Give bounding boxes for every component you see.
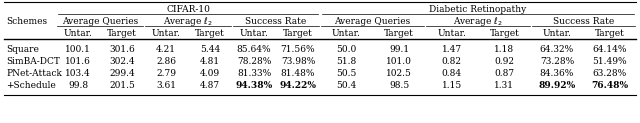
Text: 103.4: 103.4	[65, 69, 91, 78]
Text: 299.4: 299.4	[109, 69, 135, 78]
Text: PNet-Attack: PNet-Attack	[6, 69, 62, 78]
Text: 101.6: 101.6	[65, 57, 91, 67]
Text: Untar.: Untar.	[437, 29, 466, 38]
Text: 50.5: 50.5	[336, 69, 356, 78]
Text: 94.22%: 94.22%	[280, 82, 317, 91]
Text: 85.64%: 85.64%	[237, 46, 271, 54]
Text: 81.33%: 81.33%	[237, 69, 271, 78]
Text: 50.4: 50.4	[336, 82, 356, 91]
Text: 78.28%: 78.28%	[237, 57, 271, 67]
Text: 98.5: 98.5	[389, 82, 409, 91]
Text: 101.0: 101.0	[386, 57, 412, 67]
Text: Target: Target	[595, 29, 625, 38]
Text: 1.31: 1.31	[494, 82, 515, 91]
Text: 5.44: 5.44	[200, 46, 220, 54]
Text: 3.61: 3.61	[156, 82, 176, 91]
Text: Square: Square	[6, 46, 39, 54]
Text: 302.4: 302.4	[109, 57, 135, 67]
Text: 1.18: 1.18	[494, 46, 515, 54]
Text: 73.98%: 73.98%	[281, 57, 315, 67]
Text: 0.84: 0.84	[442, 69, 461, 78]
Text: Average Queries: Average Queries	[335, 16, 411, 25]
Text: Target: Target	[107, 29, 137, 38]
Text: 73.28%: 73.28%	[540, 57, 574, 67]
Text: Average $\ell_2$: Average $\ell_2$	[163, 15, 213, 28]
Text: CIFAR-10: CIFAR-10	[166, 5, 210, 14]
Text: 301.6: 301.6	[109, 46, 135, 54]
Text: Average $\ell_2$: Average $\ell_2$	[453, 15, 503, 28]
Text: Diabetic Retinopathy: Diabetic Retinopathy	[429, 5, 527, 14]
Text: 51.8: 51.8	[336, 57, 356, 67]
Text: 102.5: 102.5	[386, 69, 412, 78]
Text: 0.82: 0.82	[442, 57, 461, 67]
Text: 1.15: 1.15	[442, 82, 462, 91]
Text: 50.0: 50.0	[336, 46, 356, 54]
Text: Schemes: Schemes	[6, 17, 47, 26]
Text: Target: Target	[384, 29, 414, 38]
Text: 63.28%: 63.28%	[593, 69, 627, 78]
Text: Untar.: Untar.	[332, 29, 361, 38]
Text: 64.32%: 64.32%	[540, 46, 574, 54]
Text: 84.36%: 84.36%	[540, 69, 574, 78]
Text: SimBA-DCT: SimBA-DCT	[6, 57, 60, 67]
Text: 4.87: 4.87	[200, 82, 220, 91]
Text: 4.09: 4.09	[200, 69, 220, 78]
Text: Untar.: Untar.	[63, 29, 92, 38]
Text: Untar.: Untar.	[152, 29, 180, 38]
Text: 76.48%: 76.48%	[591, 82, 628, 91]
Text: 201.5: 201.5	[109, 82, 135, 91]
Text: 4.81: 4.81	[200, 57, 220, 67]
Text: Average Queries: Average Queries	[62, 16, 138, 25]
Text: 94.38%: 94.38%	[236, 82, 273, 91]
Text: Target: Target	[283, 29, 313, 38]
Text: 64.14%: 64.14%	[593, 46, 627, 54]
Text: 1.47: 1.47	[442, 46, 461, 54]
Text: 51.49%: 51.49%	[593, 57, 627, 67]
Text: 0.87: 0.87	[494, 69, 515, 78]
Text: 4.21: 4.21	[156, 46, 176, 54]
Text: Success Rate: Success Rate	[245, 16, 307, 25]
Text: 89.92%: 89.92%	[538, 82, 575, 91]
Text: 81.48%: 81.48%	[281, 69, 316, 78]
Text: 71.56%: 71.56%	[281, 46, 316, 54]
Text: 100.1: 100.1	[65, 46, 91, 54]
Text: Success Rate: Success Rate	[553, 16, 614, 25]
Text: 0.92: 0.92	[494, 57, 515, 67]
Text: 2.79: 2.79	[156, 69, 176, 78]
Text: 2.86: 2.86	[156, 57, 176, 67]
Text: Untar.: Untar.	[543, 29, 572, 38]
Text: Target: Target	[490, 29, 519, 38]
Text: 99.1: 99.1	[389, 46, 409, 54]
Text: 99.8: 99.8	[68, 82, 88, 91]
Text: +Schedule: +Schedule	[6, 82, 56, 91]
Text: Untar.: Untar.	[239, 29, 268, 38]
Text: Target: Target	[195, 29, 225, 38]
